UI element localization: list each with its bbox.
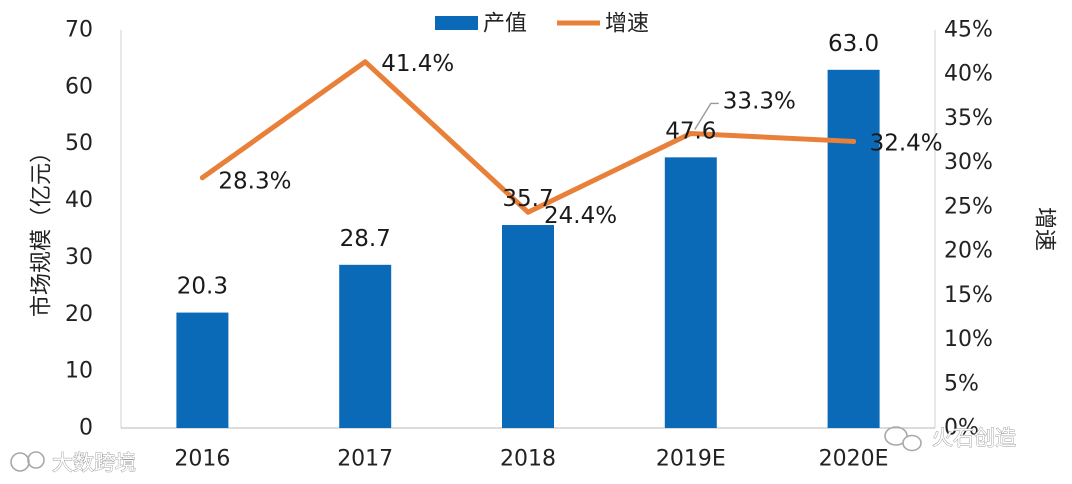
y2-tick-label: 25% bbox=[944, 194, 993, 219]
growth-point-2019E bbox=[688, 130, 694, 136]
bar-2020E bbox=[827, 69, 880, 429]
legend-label-bar: 产值 bbox=[483, 12, 527, 37]
growth-label-2019E: 33.3% bbox=[723, 88, 796, 114]
x-tick-label: 2018 bbox=[500, 447, 556, 472]
watermark-right: 火石创造 bbox=[884, 426, 1016, 452]
y2-tick-label: 45% bbox=[944, 18, 993, 43]
bar-label-2018: 35.7 bbox=[502, 186, 553, 212]
legend-label-line: 增速 bbox=[605, 12, 649, 37]
y-tick-label: 50 bbox=[65, 131, 93, 156]
watermark-right-text: 火石创造 bbox=[932, 426, 1016, 450]
growth-point-2018 bbox=[525, 209, 531, 215]
watermark-left: 大数跨境 bbox=[10, 451, 136, 475]
y-axis-title: 市场规模（亿元） bbox=[30, 141, 55, 317]
growth-label-leader-line bbox=[694, 102, 719, 130]
y2-tick-label: 20% bbox=[944, 239, 993, 264]
y2-tick-label: 35% bbox=[944, 106, 993, 131]
y2-axis-title: 增速 bbox=[1032, 207, 1057, 251]
bar-2018 bbox=[502, 225, 554, 428]
growth-label-2018: 24.4% bbox=[544, 203, 617, 229]
left-y-ticks: 0 10 20 30 40 50 60 70 bbox=[65, 18, 93, 441]
bar-label-2017: 28.7 bbox=[340, 226, 391, 252]
y-tick-label: 20 bbox=[65, 302, 93, 327]
watermark-logo-icon bbox=[10, 452, 30, 472]
bar-2019E bbox=[664, 157, 717, 429]
y2-tick-label: 30% bbox=[944, 150, 993, 175]
bar-2017 bbox=[339, 264, 392, 428]
x-tick-label: 2019E bbox=[656, 447, 726, 472]
bar-label-2020E: 63.0 bbox=[828, 31, 879, 57]
growth-label-2016: 28.3% bbox=[218, 169, 291, 195]
line-series bbox=[199, 59, 857, 215]
watermark-left-text: 大数跨境 bbox=[52, 451, 136, 475]
growth-label-2017: 41.4% bbox=[381, 51, 454, 77]
right-y-ticks: 0% 5% 10% 15% 20% 25% 30% 35% 40% 45% bbox=[944, 18, 993, 441]
x-ticks: 2016 2017 2018 2019E 2020E bbox=[174, 447, 888, 472]
data-labels: 20.3 28.7 35.7 47.6 63.0 28.3% 41.4% 24.4% 33.3%… bbox=[177, 31, 943, 300]
x-tick-label: 2020E bbox=[819, 447, 889, 472]
x-tick-label: 2016 bbox=[174, 447, 230, 472]
bar-label-2016: 20.3 bbox=[177, 274, 228, 300]
bar-label-2019E: 47.6 bbox=[665, 118, 716, 144]
y-tick-label: 0 bbox=[79, 416, 93, 441]
y-tick-label: 10 bbox=[65, 359, 93, 384]
y2-tick-label: 0% bbox=[944, 416, 979, 441]
y-tick-label: 40 bbox=[65, 188, 93, 213]
growth-point-2016 bbox=[199, 175, 205, 181]
y2-tick-label: 5% bbox=[944, 371, 979, 396]
y2-tick-label: 15% bbox=[944, 283, 993, 308]
bar-2016 bbox=[176, 312, 229, 428]
bar-series bbox=[176, 69, 880, 429]
growth-point-2017 bbox=[362, 59, 368, 65]
legend-swatch-bar bbox=[435, 16, 478, 30]
y2-tick-label: 40% bbox=[944, 62, 993, 87]
growth-label-2020E: 32.4% bbox=[870, 130, 943, 156]
growth-point-2020E bbox=[851, 138, 857, 144]
x-tick-label: 2017 bbox=[337, 447, 393, 472]
y-tick-label: 70 bbox=[65, 18, 93, 43]
y2-tick-label: 10% bbox=[944, 327, 993, 352]
y-tick-label: 60 bbox=[65, 74, 93, 99]
y-tick-label: 30 bbox=[65, 245, 93, 270]
legend: 产值 增速 bbox=[435, 12, 649, 37]
